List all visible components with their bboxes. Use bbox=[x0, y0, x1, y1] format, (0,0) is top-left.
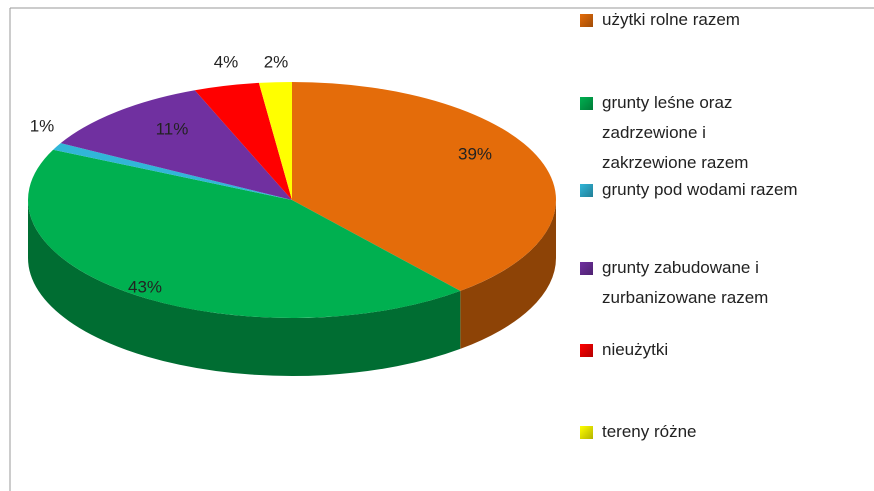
data-label: 11% bbox=[156, 119, 189, 138]
legend-label: grunty zabudowane i zurbanizowane razem bbox=[602, 258, 769, 307]
legend-label: grunty pod wodami razem bbox=[602, 180, 798, 199]
data-label: 43% bbox=[128, 277, 162, 296]
legend-item: grunty pod wodami razem bbox=[578, 175, 872, 205]
slice-side bbox=[460, 200, 556, 349]
legend-label: nieużytki bbox=[602, 340, 669, 359]
legend-item: nieużytki bbox=[578, 335, 872, 365]
legend-swatch bbox=[580, 344, 593, 357]
slice bbox=[292, 82, 556, 291]
slice bbox=[258, 82, 292, 200]
slice bbox=[27, 149, 461, 319]
data-label: 1% bbox=[30, 116, 55, 135]
data-label: 39% bbox=[458, 144, 492, 163]
legend-item: tereny różne bbox=[578, 417, 872, 447]
legend-label: użytki rolne razem bbox=[602, 10, 740, 29]
slice-side bbox=[28, 200, 461, 376]
slice bbox=[194, 82, 292, 200]
legend-item: grunty leśne oraz zadrzewione i zakrzewi… bbox=[578, 88, 792, 178]
legend-swatch bbox=[580, 426, 593, 439]
slice bbox=[60, 90, 293, 200]
data-label: 4% bbox=[214, 52, 239, 71]
legend-item: użytki rolne razem bbox=[578, 5, 872, 35]
legend-swatch bbox=[580, 97, 593, 110]
legend-swatch bbox=[580, 262, 593, 275]
slice bbox=[53, 143, 293, 200]
legend-label: tereny różne bbox=[602, 422, 697, 441]
legend-item: grunty zabudowane i zurbanizowane razem bbox=[578, 253, 802, 313]
legend-swatch bbox=[580, 14, 593, 27]
legend-swatch bbox=[580, 184, 593, 197]
legend-label: grunty leśne oraz zadrzewione i zakrzewi… bbox=[602, 93, 749, 172]
data-label: 2% bbox=[264, 52, 289, 71]
